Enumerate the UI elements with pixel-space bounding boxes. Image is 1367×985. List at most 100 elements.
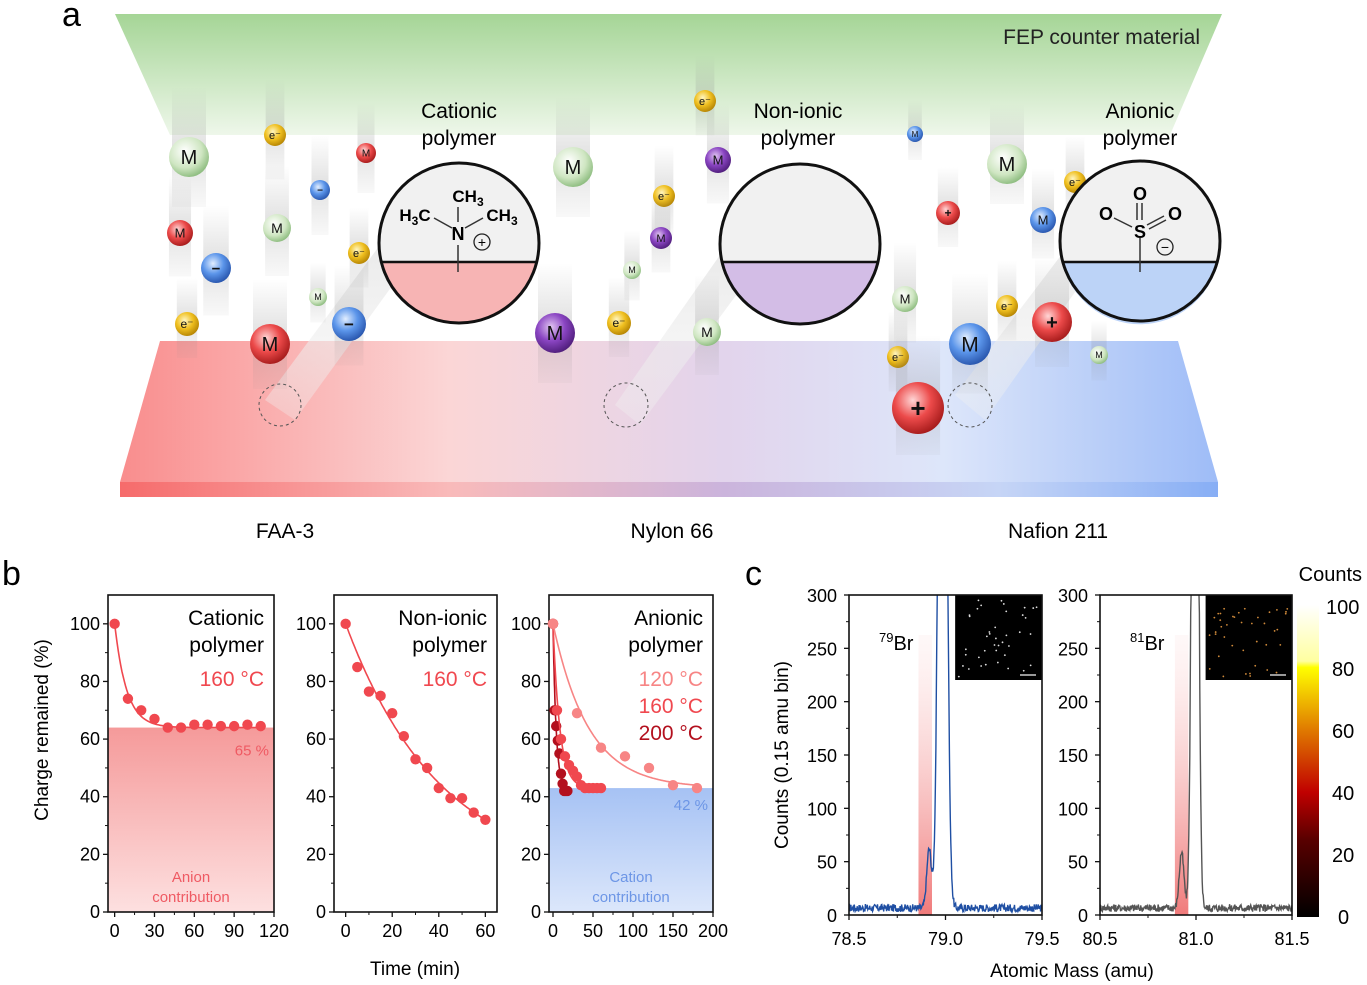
particle-label: M	[999, 154, 1016, 176]
data-point	[162, 722, 173, 733]
anionic-sulfur: S	[1134, 222, 1146, 242]
data-point	[571, 707, 583, 719]
chart-title: Anionic	[634, 607, 703, 630]
mass-particle	[535, 313, 575, 353]
legend-entry: 120 °C	[639, 668, 703, 691]
atom-dot	[994, 626, 997, 629]
mass-particle	[705, 147, 731, 173]
data-point	[562, 785, 573, 797]
atom-dot	[962, 665, 964, 667]
x-tick-label: 0	[341, 921, 351, 941]
data-point	[387, 707, 398, 719]
y-tick-label: 0	[531, 902, 541, 922]
data-point	[667, 780, 679, 791]
atom-dot	[1275, 671, 1278, 674]
y-tick-label: 100	[807, 799, 837, 819]
mass-particle	[987, 144, 1027, 184]
data-point	[691, 782, 703, 794]
callout-anionic-title-2: polymer	[1103, 127, 1178, 150]
particle-label: −	[344, 315, 354, 334]
data-point	[643, 762, 655, 774]
mass-particle	[553, 147, 593, 187]
y-tick-label: 40	[80, 787, 100, 807]
chart-nonionic: 0 20 40 60 80 100 0 20 40 60 Non-ionic polymer 160 °…	[296, 594, 498, 941]
x-tick-label: 20	[382, 921, 402, 941]
colorbar: Counts 100 80 60 40 20 0	[1297, 564, 1362, 929]
colorbar-tick-40: 40	[1332, 783, 1354, 805]
chart-anionic: 42 % Cation contribution 0 20 40 60 80 100 0 50 100…	[511, 594, 728, 941]
atom-dot	[977, 599, 980, 602]
atom-dot	[1003, 654, 1006, 657]
panel-c: c Counts (0.15 amu bin) Atomic Mass (amu…	[745, 555, 1362, 982]
data-point	[445, 792, 456, 804]
particle-label: M	[547, 323, 564, 345]
particle-label: −	[317, 186, 323, 197]
atom-dot	[1276, 628, 1279, 631]
data-point	[410, 754, 421, 765]
data-point	[136, 705, 147, 716]
atom-dot	[1208, 667, 1211, 670]
x-tick-label: 0	[548, 921, 558, 941]
y-tick-label: 200	[1058, 693, 1088, 713]
panel-b: b Charge remained (%) Time (min) 65 % Ani…	[2, 555, 728, 980]
atom-dot	[988, 631, 991, 633]
colorbar-tick-60: 60	[1332, 721, 1354, 743]
zoom-beam-cationic	[265, 245, 400, 420]
atom-dot	[1231, 644, 1234, 647]
chart-title: polymer	[412, 634, 487, 657]
atom-dot	[1032, 607, 1035, 609]
y-tick-label: 250	[807, 639, 837, 659]
atom-dot	[976, 607, 979, 610]
particle-label: M	[900, 292, 911, 307]
atom-dot	[977, 656, 980, 659]
atom-dot	[1223, 607, 1226, 610]
panel-c-xlabel: Atomic Mass (amu)	[990, 961, 1154, 982]
spectrum-group	[849, 595, 1042, 915]
y-tick-label: 100	[511, 614, 541, 634]
callout-anionic-title-1: Anionic	[1106, 100, 1175, 123]
anion-particle	[310, 180, 330, 200]
callout-substrate-anionic	[1062, 262, 1218, 325]
y-tick-label: 200	[807, 693, 837, 713]
atom-dot	[1225, 623, 1228, 626]
mass-particle	[1030, 207, 1056, 233]
particle-label: M	[656, 233, 665, 245]
chart-title: Non-ionic	[398, 607, 487, 630]
callout-substrate-nonionic	[722, 262, 878, 325]
anionic-charge: −	[1161, 239, 1169, 255]
atom-dot	[1214, 631, 1217, 633]
atom-dot	[1222, 675, 1225, 678]
spectrum-line	[849, 595, 1042, 915]
particle-label: e⁻	[1069, 177, 1081, 189]
y-tick-label: 50	[1068, 853, 1088, 873]
atom-dot	[957, 675, 960, 678]
data-point	[255, 720, 266, 732]
colorbar-title: Counts	[1299, 564, 1362, 586]
x-tick-label: 60	[475, 921, 495, 941]
atom-dot	[1001, 641, 1004, 644]
region-label: contribution	[592, 889, 670, 906]
atom-dot	[1250, 622, 1253, 625]
mass-particle	[650, 227, 672, 249]
atom-dot	[1029, 633, 1032, 635]
callout-nonionic: Non-ionic polymer	[718, 100, 882, 326]
x-tick-label: 120	[259, 921, 289, 941]
x-tick-label: 79.0	[928, 929, 963, 949]
y-tick-label: 60	[306, 729, 326, 749]
particle-label: M	[1095, 350, 1103, 360]
y-tick-label: 40	[521, 787, 541, 807]
atom-dot	[1276, 609, 1278, 611]
atom-dot	[983, 649, 986, 652]
legend-entry: 160 °C	[639, 695, 703, 718]
data-point	[421, 762, 433, 774]
y-tick-label: 150	[807, 746, 837, 766]
atom-dot	[1214, 633, 1217, 636]
material-label-nylon66: Nylon 66	[631, 520, 714, 543]
x-tick-label: 81.0	[1178, 929, 1213, 949]
isotope-label: 81Br	[1130, 630, 1165, 655]
callout-cationic-title-2: polymer	[422, 127, 497, 150]
data-point	[109, 618, 120, 630]
atom-dot	[1220, 625, 1223, 628]
x-tick-label: 90	[224, 921, 244, 941]
data-point	[480, 814, 491, 825]
